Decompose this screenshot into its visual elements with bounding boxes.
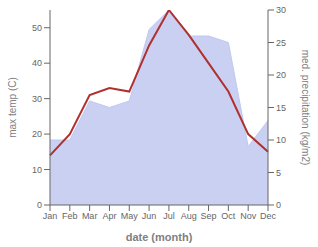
svg-text:10: 10 — [276, 135, 286, 145]
svg-text:0: 0 — [276, 200, 281, 210]
svg-text:20: 20 — [32, 129, 42, 139]
svg-text:med. precipitation (kg/m2): med. precipitation (kg/m2) — [300, 50, 310, 166]
svg-text:40: 40 — [32, 58, 42, 68]
svg-text:5: 5 — [276, 168, 281, 178]
svg-text:Sep: Sep — [201, 211, 217, 221]
svg-text:Mar: Mar — [82, 211, 98, 221]
svg-text:Nov: Nov — [240, 211, 257, 221]
svg-text:Jul: Jul — [163, 211, 175, 221]
svg-text:30: 30 — [276, 5, 286, 15]
svg-text:Jun: Jun — [142, 211, 157, 221]
svg-text:Aug: Aug — [181, 211, 197, 221]
svg-text:10: 10 — [32, 165, 42, 175]
svg-text:Apr: Apr — [102, 211, 116, 221]
svg-text:20: 20 — [276, 70, 286, 80]
svg-text:25: 25 — [276, 38, 286, 48]
svg-text:50: 50 — [32, 23, 42, 33]
svg-text:Feb: Feb — [62, 211, 78, 221]
svg-text:30: 30 — [32, 94, 42, 104]
svg-text:max temp (C): max temp (C) — [8, 77, 18, 138]
svg-text:Jan: Jan — [43, 211, 58, 221]
svg-text:date (month): date (month) — [126, 231, 193, 243]
svg-text:Dec: Dec — [260, 211, 277, 221]
svg-text:0: 0 — [37, 200, 42, 210]
svg-text:15: 15 — [276, 103, 286, 113]
svg-text:Oct: Oct — [221, 211, 236, 221]
svg-text:May: May — [121, 211, 139, 221]
